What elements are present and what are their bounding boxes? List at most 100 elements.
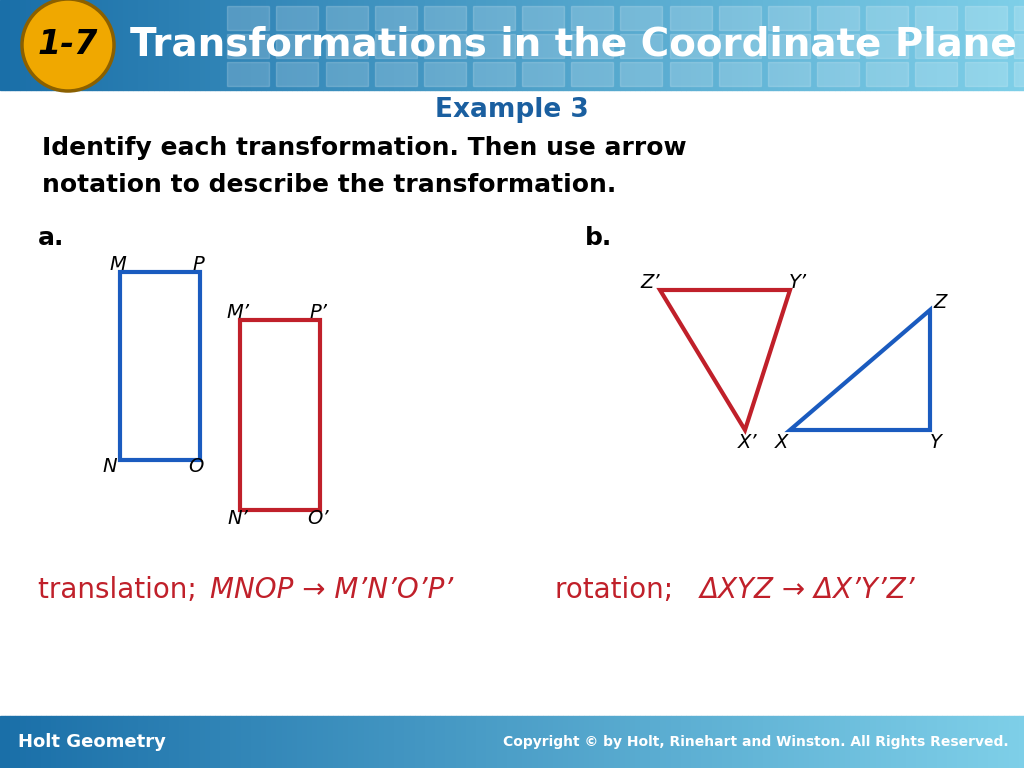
Bar <box>573 716 579 768</box>
Bar <box>241 716 246 768</box>
Text: translation;: translation; <box>38 576 206 604</box>
Bar <box>804 716 809 768</box>
Bar <box>348 716 353 768</box>
Bar <box>983 0 988 90</box>
Bar <box>712 0 717 90</box>
Text: Z: Z <box>933 293 946 313</box>
Bar <box>445 0 451 90</box>
Bar <box>326 6 368 30</box>
Bar <box>655 716 660 768</box>
Bar <box>660 0 666 90</box>
Bar <box>568 716 573 768</box>
Bar <box>77 0 82 90</box>
Bar <box>343 0 348 90</box>
Bar <box>819 716 824 768</box>
Bar <box>835 0 840 90</box>
Bar <box>763 0 768 90</box>
Bar <box>670 62 712 86</box>
Bar <box>891 716 896 768</box>
Bar <box>133 716 138 768</box>
Bar <box>227 62 269 86</box>
Bar <box>240 320 319 510</box>
Bar <box>850 716 855 768</box>
Bar <box>123 716 128 768</box>
Bar <box>276 716 282 768</box>
Bar <box>922 716 927 768</box>
Bar <box>358 0 364 90</box>
Bar <box>164 0 169 90</box>
Bar <box>179 716 184 768</box>
Bar <box>108 0 113 90</box>
Bar <box>866 6 908 30</box>
Bar <box>773 0 778 90</box>
Bar <box>968 716 973 768</box>
Bar <box>164 716 169 768</box>
Bar <box>326 34 368 58</box>
Text: O’: O’ <box>307 508 329 528</box>
Bar <box>56 716 61 768</box>
Bar <box>670 34 712 58</box>
Bar <box>251 716 256 768</box>
Bar <box>473 6 515 30</box>
Bar <box>650 716 655 768</box>
Bar <box>26 0 31 90</box>
Bar <box>778 0 783 90</box>
Bar <box>768 34 810 58</box>
Bar <box>82 0 87 90</box>
Bar <box>584 716 589 768</box>
Bar <box>31 716 36 768</box>
Bar <box>230 0 236 90</box>
Bar <box>451 0 456 90</box>
Bar <box>120 272 200 460</box>
Bar <box>323 0 328 90</box>
Bar <box>486 716 492 768</box>
Bar <box>430 0 435 90</box>
Bar <box>965 6 1007 30</box>
Bar <box>92 716 97 768</box>
Bar <box>522 62 564 86</box>
Bar <box>36 716 41 768</box>
Bar <box>696 0 701 90</box>
Bar <box>384 0 389 90</box>
Bar <box>379 0 384 90</box>
Bar <box>389 716 394 768</box>
Bar <box>860 0 865 90</box>
Bar <box>476 0 481 90</box>
Bar <box>778 716 783 768</box>
Bar <box>865 0 870 90</box>
Bar <box>794 0 799 90</box>
Bar <box>517 0 522 90</box>
Bar <box>276 34 318 58</box>
Bar <box>353 716 358 768</box>
Bar <box>824 716 829 768</box>
Bar <box>973 0 978 90</box>
Bar <box>46 716 51 768</box>
Bar <box>333 716 338 768</box>
Bar <box>148 0 154 90</box>
Bar <box>241 0 246 90</box>
Bar <box>220 0 225 90</box>
Bar <box>215 0 220 90</box>
Bar <box>72 716 77 768</box>
Bar <box>855 716 860 768</box>
Text: b.: b. <box>585 226 612 250</box>
Bar <box>599 716 604 768</box>
Bar <box>159 0 164 90</box>
Bar <box>1004 0 1009 90</box>
Bar <box>56 0 61 90</box>
Bar <box>732 716 737 768</box>
Text: Copyright © by Holt, Rinehart and Winston. All Rights Reserved.: Copyright © by Holt, Rinehart and Winsto… <box>504 735 1009 749</box>
Bar <box>896 0 901 90</box>
Bar <box>189 0 195 90</box>
Bar <box>410 716 415 768</box>
Bar <box>532 716 538 768</box>
Bar <box>748 716 753 768</box>
Bar <box>563 716 568 768</box>
Bar <box>205 0 210 90</box>
Bar <box>138 716 143 768</box>
Bar <box>696 716 701 768</box>
Bar <box>445 716 451 768</box>
Bar <box>666 716 671 768</box>
Bar <box>15 716 20 768</box>
Bar <box>635 716 640 768</box>
